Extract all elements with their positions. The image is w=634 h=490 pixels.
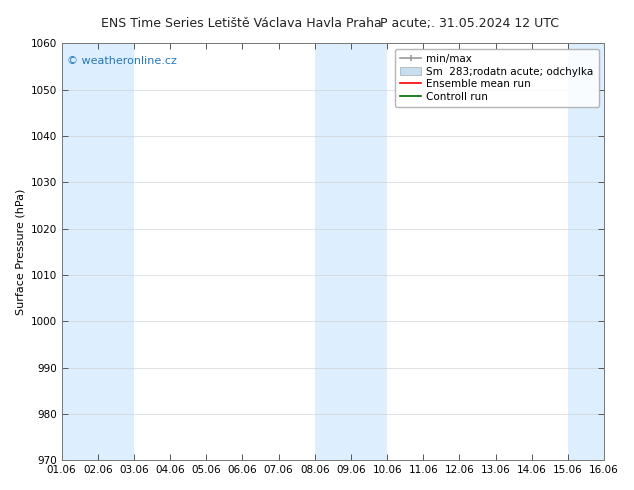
Legend: min/max, Sm  283;rodatn acute; odchylka, Ensemble mean run, Controll run: min/max, Sm 283;rodatn acute; odchylka, … <box>395 49 599 107</box>
Y-axis label: Surface Pressure (hPa): Surface Pressure (hPa) <box>15 189 25 315</box>
Bar <box>315 44 387 460</box>
Bar <box>568 44 604 460</box>
Text: ENS Time Series Letiště Václava Havla Praha: ENS Time Series Letiště Václava Havla Pr… <box>101 17 381 30</box>
Text: © weatheronline.cz: © weatheronline.cz <box>67 56 177 66</box>
Bar <box>61 44 134 460</box>
Text: P acute;. 31.05.2024 12 UTC: P acute;. 31.05.2024 12 UTC <box>380 17 559 30</box>
